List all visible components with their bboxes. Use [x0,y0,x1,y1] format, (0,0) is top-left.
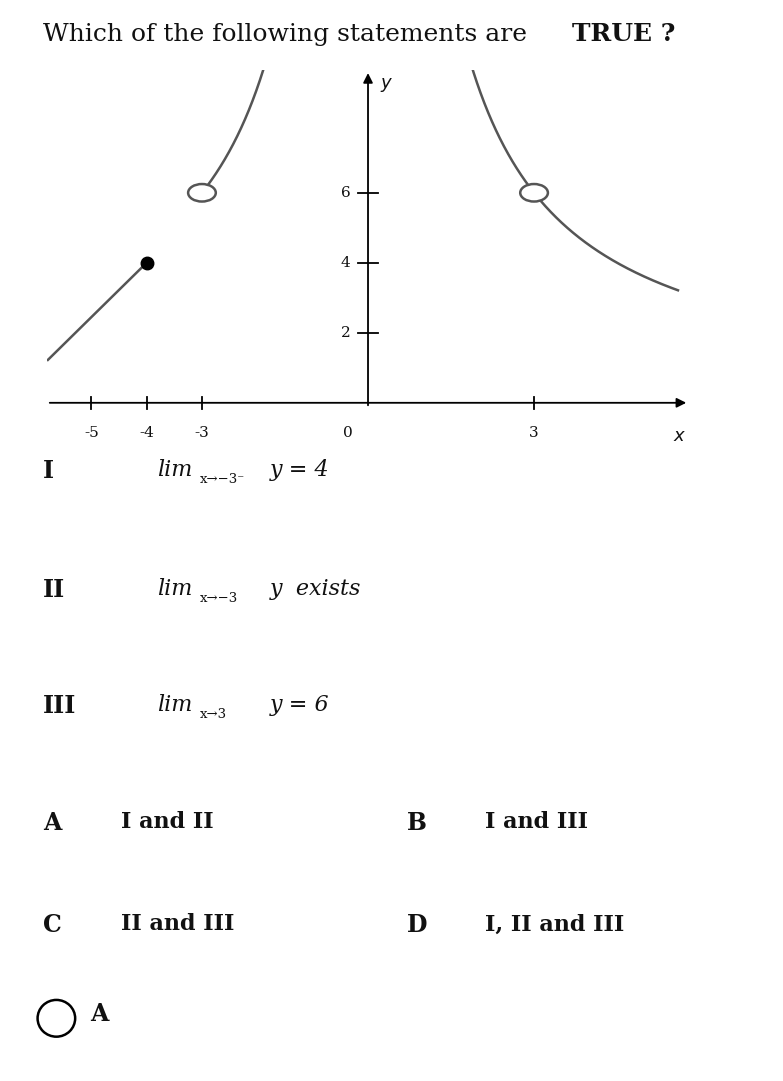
Circle shape [188,184,216,201]
Text: A: A [43,811,61,835]
Text: -5: -5 [84,426,99,440]
Text: 2: 2 [341,325,350,339]
Text: II: II [43,578,65,602]
Text: x→3: x→3 [200,708,227,721]
Text: 4: 4 [341,256,350,270]
Text: -4: -4 [139,426,154,440]
Text: I, II and III: I, II and III [485,913,625,935]
Text: y = 4: y = 4 [270,459,330,481]
Text: I: I [43,459,54,483]
Text: I and III: I and III [485,811,589,832]
Text: 6: 6 [341,186,350,200]
Text: B: B [407,811,427,835]
Text: 3: 3 [529,426,539,440]
Text: 0: 0 [343,426,352,440]
Text: II and III: II and III [121,913,235,935]
Text: $x$: $x$ [673,427,686,445]
Text: x→−3⁻: x→−3⁻ [200,473,245,486]
Text: x→−3: x→−3 [200,592,238,605]
Text: lim: lim [157,578,192,600]
Text: lim: lim [157,459,192,481]
Text: -3: -3 [195,426,209,440]
Text: I and II: I and II [121,811,214,832]
Text: C: C [43,913,62,937]
Circle shape [520,184,548,201]
Text: $y$: $y$ [381,76,394,94]
Text: y = 6: y = 6 [270,694,330,716]
Text: TRUE ?: TRUE ? [572,22,675,46]
Text: y  exists: y exists [270,578,362,600]
Text: lim: lim [157,694,192,716]
Text: Which of the following statements are: Which of the following statements are [43,23,535,45]
Text: III: III [43,694,77,718]
Text: D: D [407,913,428,937]
Text: A: A [90,1002,108,1026]
